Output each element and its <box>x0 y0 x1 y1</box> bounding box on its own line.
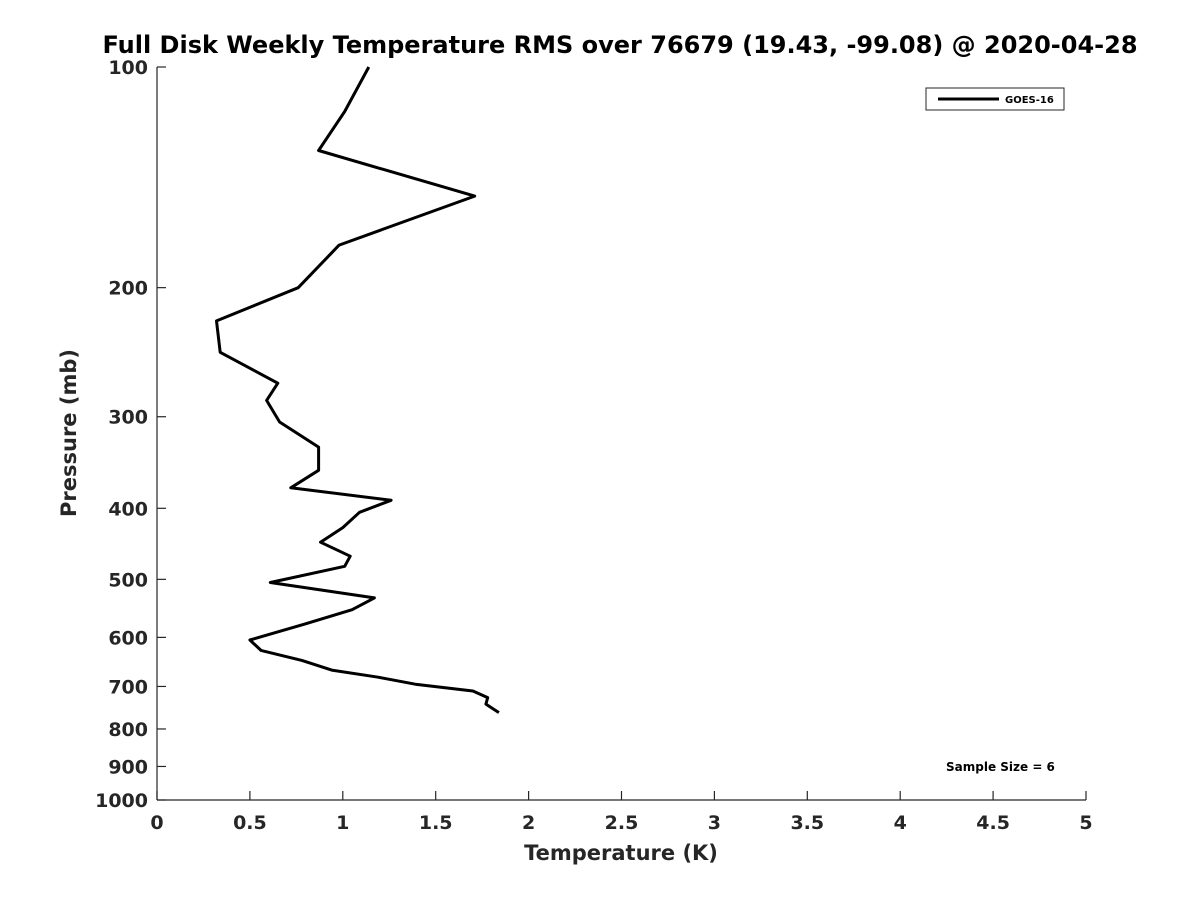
x-tick-label: 0.5 <box>233 812 267 834</box>
y-tick-label: 600 <box>108 627 148 649</box>
y-axis-label: Pressure (mb) <box>57 349 81 517</box>
y-tick-label: 100 <box>108 57 148 79</box>
x-tick-label: 1.5 <box>419 812 453 834</box>
y-tick-label: 900 <box>108 756 148 778</box>
y-tick-label: 300 <box>108 407 148 429</box>
legend-label: GOES-16 <box>1005 95 1054 106</box>
y-tick-label: 500 <box>108 569 148 591</box>
x-tick-label: 1 <box>336 812 349 834</box>
x-tick-label: 5 <box>1079 812 1092 834</box>
x-tick-label: 2 <box>522 812 535 834</box>
y-tick-label: 800 <box>108 719 148 741</box>
y-tick-label: 1000 <box>95 790 148 812</box>
y-ticks: 100 200 300 400 500 600 700 800 900 1000 <box>95 57 166 812</box>
legend: GOES-16 <box>925 87 1065 111</box>
x-tick-label: 3 <box>708 812 721 834</box>
chart-title: Full Disk Weekly Temperature RMS over 76… <box>102 31 1137 59</box>
x-tick-label: 3.5 <box>790 812 824 834</box>
x-tick-label: 0 <box>150 812 163 834</box>
y-tick-label: 700 <box>108 676 148 698</box>
series-layer <box>215 66 500 714</box>
x-ticks: 0 0.5 1 1.5 2 2.5 3 3.5 4 4.5 5 <box>150 791 1093 834</box>
x-axis-label: Temperature (K) <box>524 841 718 865</box>
x-tick-label: 4 <box>894 812 907 834</box>
y-tick-label: 400 <box>108 498 148 520</box>
series-line-goes-16 <box>215 66 500 714</box>
sample-size-annotation: Sample Size = 6 <box>946 760 1055 774</box>
x-tick-label: 2.5 <box>605 812 639 834</box>
y-tick-label: 200 <box>108 278 148 300</box>
x-tick-label: 4.5 <box>976 812 1010 834</box>
